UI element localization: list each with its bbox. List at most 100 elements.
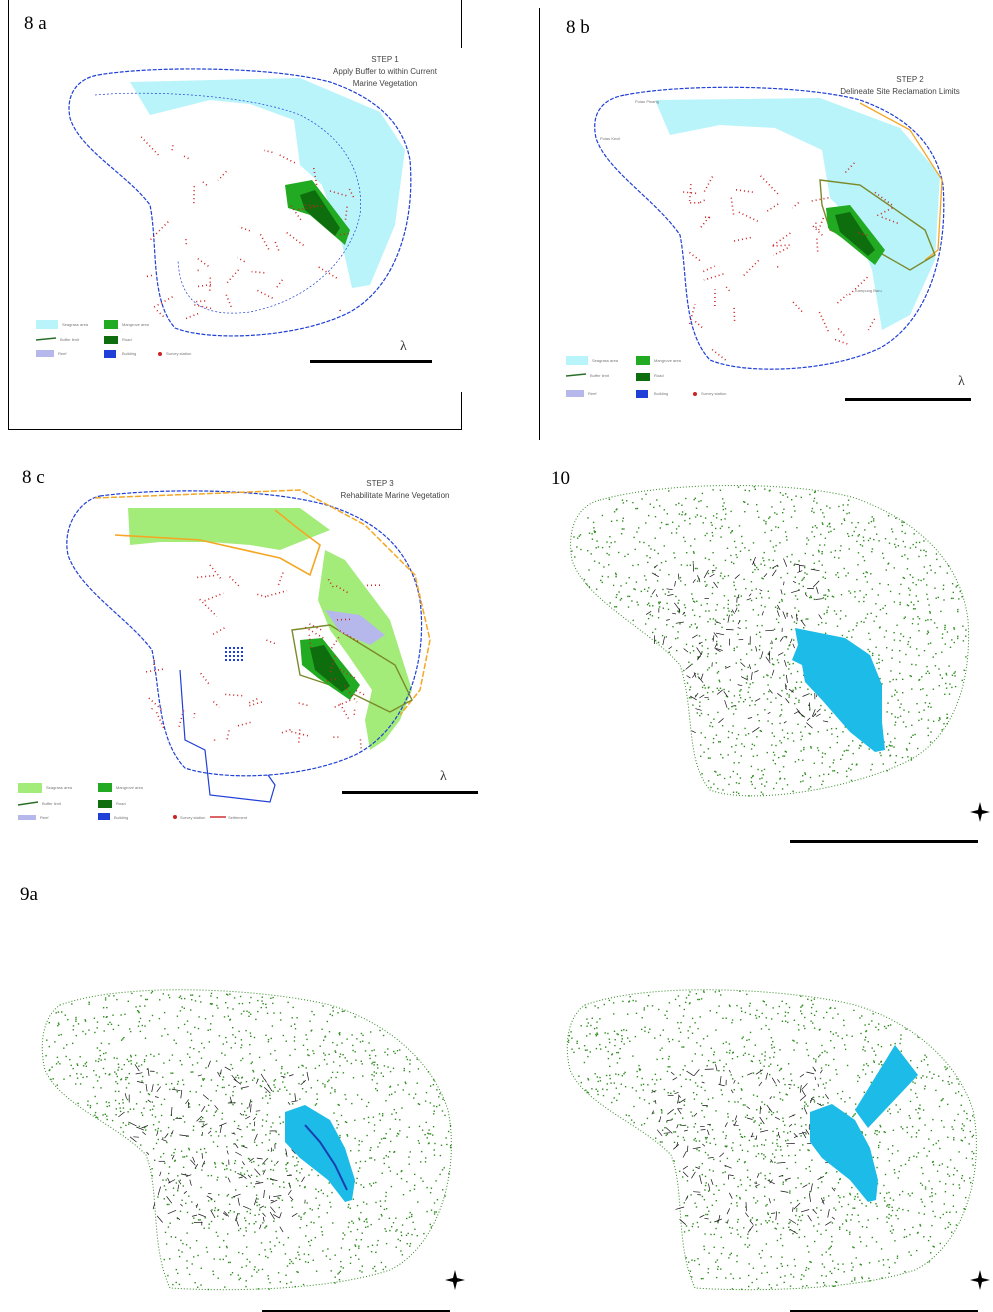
stream-segment [759,1116,765,1125]
vegetation-dot [186,1031,189,1033]
vegetation-dot [587,517,589,519]
vegetation-dot [138,1021,140,1023]
vegetation-dot [807,688,809,690]
vegetation-dot [914,733,916,736]
vegetation-dot [347,1226,350,1228]
vegetation-dot [694,623,696,625]
vegetation-dot [821,756,824,758]
vegetation-dot [790,561,792,563]
stream-segment [183,1190,188,1194]
vegetation-dot [672,626,674,628]
vegetation-dot [740,689,742,691]
vegetation-dot [381,1172,383,1174]
vegetation-dot [118,1066,120,1069]
vegetation-dot [730,532,732,534]
vegetation-dot [811,510,813,512]
vegetation-dot [373,1071,375,1073]
vegetation-dot [48,1022,50,1024]
vegetation-dot [813,497,816,500]
vegetation-dot [823,594,825,596]
vegetation-dot [158,1053,160,1055]
vegetation-dot [781,1020,784,1022]
vegetation-dot [923,566,925,568]
vegetation-dot [749,1013,751,1015]
vegetation-dot [580,1025,582,1027]
vegetation-dot [88,1001,90,1003]
vegetation-dot [677,995,680,997]
vegetation-dot [646,1005,649,1007]
vegetation-dot [691,1225,694,1228]
stream-segment [766,1104,773,1113]
vegetation-dot [804,566,806,569]
vegetation-dot [871,1236,873,1239]
vegetation-dot [951,639,953,641]
vegetation-dot [946,631,949,633]
vegetation-dot [688,697,691,699]
vegetation-dot [756,1109,758,1111]
vegetation-dot [57,1025,59,1027]
vegetation-dot [735,782,738,784]
vegetation-dot [339,1053,342,1055]
vegetation-dot [787,1063,790,1065]
svg-text:Road: Road [654,373,664,378]
vegetation-dot [821,564,823,566]
stream-segment [288,1074,294,1077]
vegetation-dot [265,1034,267,1036]
vegetation-dot [129,1028,131,1030]
vegetation-dot [930,1252,932,1254]
vegetation-dot [646,603,649,606]
vegetation-dot [257,1010,259,1013]
vegetation-dot [789,1087,791,1089]
vegetation-dot [833,1267,836,1269]
vegetation-dot [748,643,750,645]
vegetation-dot [688,1002,691,1005]
vegetation-dot [126,1076,129,1079]
vegetation-dot [754,1120,756,1122]
vegetation-dot [188,1195,190,1197]
frame-bottom-right-8a [461,392,462,430]
vegetation-dot [151,990,154,993]
vegetation-dot [750,581,753,583]
vegetation-dot [767,720,769,722]
vegetation-dot [679,623,681,625]
vegetation-dot [735,791,738,793]
stream-segment [254,1182,264,1185]
vegetation-dot [755,1224,757,1226]
road-segment [334,698,353,708]
vegetation-dot [762,676,765,678]
vegetation-dot [654,1083,656,1085]
vegetation-dot [284,1073,286,1075]
vegetation-dot [932,1210,934,1213]
vegetation-dot [223,1086,225,1089]
vegetation-dot [760,1172,762,1174]
vegetation-dot [673,1141,676,1143]
stream-segment [262,1169,266,1175]
road-segment [193,186,196,204]
vegetation-dot [678,502,680,505]
stream-segment [128,1121,137,1127]
vegetation-dot [963,1208,965,1210]
vegetation-dot [934,587,936,589]
vegetation-dot [183,1121,186,1123]
vegetation-dot [585,1006,587,1009]
vegetation-dot [798,701,800,703]
vegetation-dot [704,1189,706,1191]
stream-segment [752,727,760,733]
vegetation-dot [847,749,849,752]
vegetation-dot [706,1065,708,1067]
vegetation-dot [843,750,845,752]
stream-segment [693,1069,700,1077]
vegetation-dot [627,595,629,598]
vegetation-dot [948,1175,951,1177]
vegetation-dot [891,1232,893,1234]
vegetation-dot [723,777,726,780]
stream-segment [690,695,697,701]
vegetation-dot [783,778,786,780]
vegetation-dot [649,613,651,616]
stream-segment [166,1196,173,1204]
vegetation-dot [818,551,820,553]
vegetation-dot [241,1136,243,1138]
vegetation-dot [741,535,743,538]
vegetation-dot [753,1145,755,1147]
vegetation-dot [616,1033,618,1035]
